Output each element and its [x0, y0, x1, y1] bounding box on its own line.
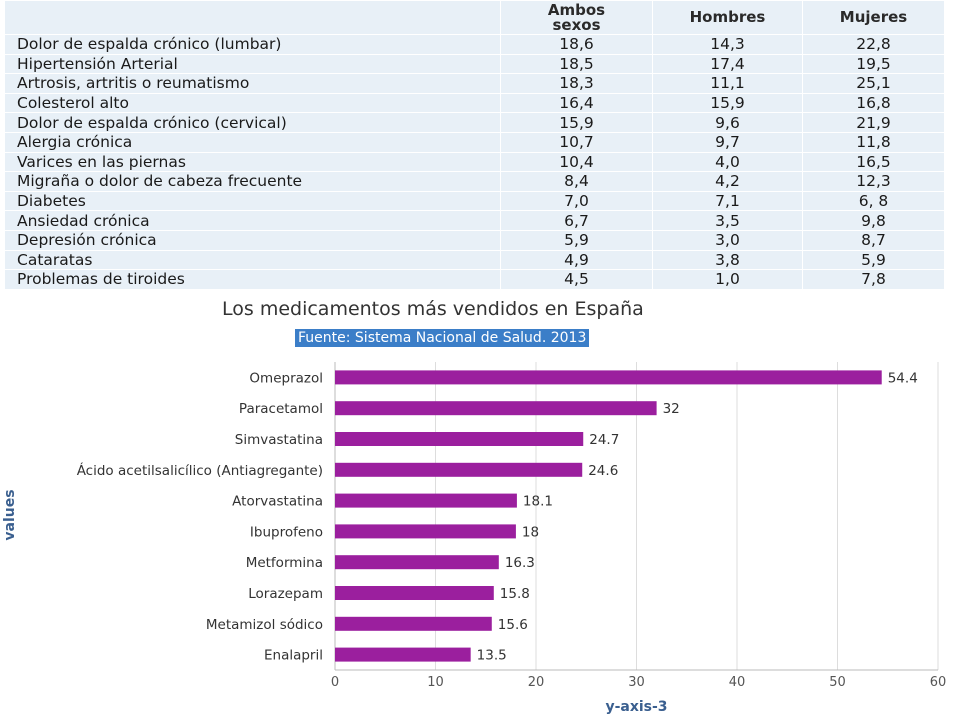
- cell-mujeres: 5,9: [802, 249, 945, 271]
- table-row: Varices en las piernas 10,4 4,0 16,5: [4, 151, 945, 173]
- table-row: Dolor de espalda crónico (cervical) 15,9 9…: [4, 112, 945, 133]
- bars: [335, 370, 882, 662]
- labels: 0 10 20 30 40 50 60 Omeprazol 54.4 Paracetamol 32 S…: [2, 370, 946, 715]
- category-label: Lorazepam: [248, 586, 323, 602]
- x-axis-title: y-axis-3: [605, 699, 667, 715]
- bar: [335, 401, 657, 416]
- cell-mujeres: 7,8: [802, 269, 945, 290]
- cell-ambos: 10,4: [500, 151, 653, 173]
- cell-hombres: 4,0: [652, 151, 803, 173]
- table-row: Migraña o dolor de cabeza frecuente 8,4 4,…: [4, 171, 945, 192]
- cell-hombres: 17,4: [652, 53, 803, 75]
- bar: [335, 555, 499, 570]
- x-tick-label: 0: [331, 675, 339, 690]
- data-label: 24.6: [588, 463, 618, 479]
- table-row: Alergia crónica 10,7 9,7 11,8: [4, 131, 945, 153]
- category-label: Paracetamol: [239, 401, 323, 417]
- data-label: 24.7: [589, 432, 619, 448]
- header-hombres: Hombres: [652, 0, 803, 35]
- category-label: Atorvastatina: [232, 494, 323, 510]
- header-condition: [4, 0, 501, 35]
- bar: [335, 493, 517, 508]
- cell-mujeres: 22,8: [802, 34, 945, 55]
- table-row: Dolor de espalda crónico (lumbar) 18,6 14,…: [4, 34, 945, 55]
- cell-mujeres: 11,8: [802, 131, 945, 153]
- data-label: 16.3: [505, 555, 535, 571]
- category-label: Metamizol sódico: [206, 617, 323, 633]
- category-label: Omeprazol: [249, 370, 323, 386]
- x-tick-label: 10: [427, 675, 444, 690]
- table-header-row: Ambos sexos Hombres Mujeres: [4, 0, 945, 35]
- bar: [335, 370, 882, 385]
- category-label: Ibuprofeno: [250, 524, 323, 540]
- data-label: 18: [522, 524, 539, 540]
- data-label: 13.5: [477, 648, 507, 664]
- data-label: 18.1: [523, 494, 553, 510]
- bar: [335, 524, 516, 539]
- cell-ambos: 18,5: [500, 53, 653, 75]
- cell-condition: Dolor de espalda crónico (lumbar): [4, 34, 501, 55]
- header-ambos-sexos-label: Ambos sexos: [547, 0, 606, 34]
- table-row: Hipertensión Arterial 18,5 17,4 19,5: [4, 53, 945, 75]
- data-label: 32: [663, 401, 680, 417]
- cell-condition: Varices en las piernas: [4, 151, 501, 173]
- cell-ambos: 16,4: [500, 92, 653, 114]
- x-tick-label: 30: [628, 675, 645, 690]
- bar: [335, 616, 492, 631]
- cell-ambos: 6,7: [500, 210, 653, 231]
- category-label: Enalapril: [264, 648, 323, 664]
- chart-subtitle: Fuente: Sistema Nacional de Salud. 2013: [295, 329, 590, 347]
- bar: [335, 586, 494, 600]
- data-label: 15.8: [500, 586, 530, 602]
- cell-ambos: 18,3: [500, 73, 653, 94]
- cell-condition: Problemas de tiroides: [4, 269, 501, 290]
- x-tick-label: 20: [528, 675, 545, 690]
- header-mujeres: Mujeres: [802, 0, 945, 35]
- cell-condition: Cataratas: [4, 249, 501, 271]
- cell-condition: Artrosis, artritis o reumatismo: [4, 73, 501, 94]
- category-label: Ácido acetilsalicílico (Antiagregante): [77, 462, 323, 479]
- table-row: Problemas de tiroides 4,5 1,0 7,8: [4, 269, 945, 290]
- bar: [335, 432, 584, 446]
- cell-hombres: 15,9: [652, 92, 803, 114]
- cell-condition: Diabetes: [4, 190, 501, 212]
- x-tick-label: 50: [829, 675, 846, 690]
- x-tick-label: 60: [930, 675, 947, 690]
- health-conditions-table: Ambos sexos Hombres Mujeres Dolor de espa…: [4, 0, 945, 290]
- cell-condition: Dolor de espalda crónico (cervical): [4, 112, 501, 133]
- cell-mujeres: 21,9: [802, 112, 945, 133]
- chart-title: Los medicamentos más vendidos en España: [222, 298, 644, 320]
- category-label: Simvastatina: [235, 432, 323, 448]
- y-axis-title: values: [2, 489, 18, 540]
- table-row: Cataratas 4,9 3,8 5,9: [4, 249, 945, 271]
- table-body: Dolor de espalda crónico (lumbar) 18,6 14,…: [4, 34, 945, 290]
- bar: [335, 647, 471, 662]
- bar: [335, 462, 583, 477]
- x-tick-label: 40: [729, 675, 746, 690]
- data-label: 54.4: [888, 370, 918, 386]
- header-ambos-sexos: Ambos sexos: [500, 0, 653, 35]
- data-label: 15.6: [498, 617, 528, 633]
- category-label: Metformina: [246, 555, 323, 571]
